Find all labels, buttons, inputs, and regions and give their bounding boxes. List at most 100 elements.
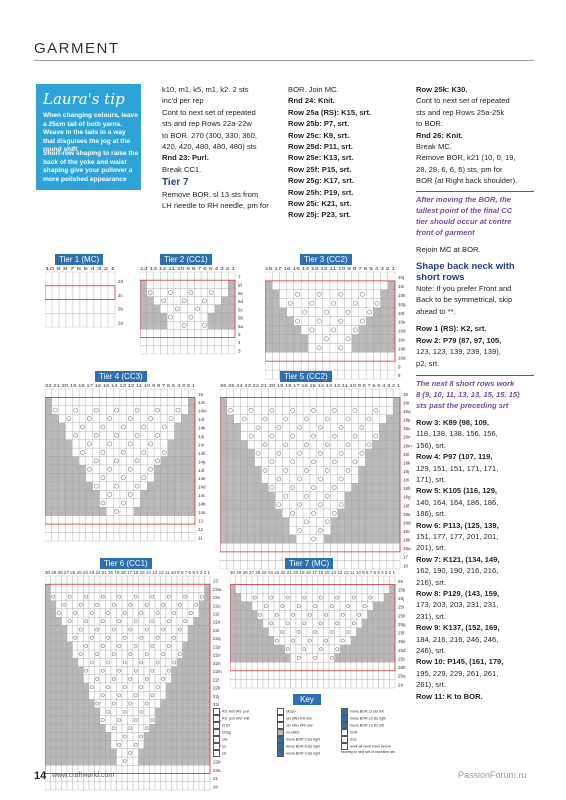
chart-cell — [99, 732, 106, 741]
chart-cell — [126, 523, 134, 533]
chart-cell — [140, 490, 148, 499]
chart-cell — [138, 625, 145, 634]
chart-cell — [286, 343, 295, 353]
chart-cell — [45, 592, 51, 601]
chart-cell — [78, 473, 87, 483]
chart-cell — [194, 345, 202, 355]
chart-cell — [45, 299, 53, 314]
key-symbol-icon — [277, 743, 284, 750]
chart-cell — [106, 481, 114, 491]
chart-cell — [214, 296, 222, 305]
chart-cell — [66, 707, 73, 717]
chart-cell — [351, 465, 359, 475]
chart-cell — [279, 289, 287, 299]
chart-cell — [254, 525, 262, 535]
chart-cell — [51, 456, 59, 466]
chart-cell — [214, 304, 222, 314]
chart-cell — [221, 271, 229, 281]
text-line: k10, m1, k5, m1, k2. 2 sts — [162, 85, 249, 94]
key-item: k1tbl — [213, 722, 271, 729]
chart-cell — [337, 431, 345, 441]
chart-row-label: 25g — [398, 622, 406, 627]
chart-cell — [77, 715, 84, 725]
chart-cell — [171, 633, 178, 642]
key-item: RS: knit WS: purl — [213, 708, 271, 715]
chart-cell — [72, 515, 80, 525]
chart-cell — [329, 271, 338, 282]
chart-cell — [345, 644, 352, 654]
chart-cell — [174, 481, 182, 491]
chart-cell — [173, 312, 181, 322]
chart-cell — [174, 405, 182, 415]
chart-cell — [337, 517, 345, 527]
chart-cell — [194, 329, 202, 338]
chart-cell — [279, 627, 286, 637]
yo-symbol — [166, 619, 171, 624]
chart-cell — [77, 658, 84, 667]
yo-symbol — [335, 647, 340, 652]
chart-cell — [240, 543, 248, 553]
chart-cell — [323, 534, 331, 544]
chart-cell — [235, 662, 242, 671]
chart-cell — [51, 523, 59, 533]
chart-cell — [58, 414, 66, 423]
chart-cell — [171, 641, 178, 651]
chart-cell — [119, 456, 127, 466]
chart-cell — [78, 498, 87, 508]
chart-cell — [361, 601, 368, 611]
chart-cell — [187, 649, 194, 659]
chart-cell — [181, 507, 189, 516]
chart-cell — [380, 361, 388, 371]
chart-cell — [358, 369, 367, 380]
chart-cell — [282, 534, 290, 544]
chart-cell — [165, 707, 172, 717]
chart-cell — [165, 633, 172, 642]
chart-cell — [55, 575, 62, 585]
chart-cell — [72, 699, 79, 708]
chart-cell — [351, 525, 359, 535]
chart-cell — [99, 439, 107, 449]
chart-cell — [265, 289, 273, 299]
chart-cell — [308, 307, 316, 317]
chart-cell — [58, 313, 67, 328]
chart-cell — [378, 679, 385, 689]
chart-row-label: 22n — [213, 661, 221, 666]
key-item: k2tog — [213, 729, 271, 736]
chart-cell — [50, 691, 57, 700]
chart-cell — [361, 679, 368, 689]
chart-cell — [351, 448, 359, 458]
chart-cell — [154, 592, 161, 601]
chart-cell — [246, 653, 253, 663]
chart-cell — [275, 483, 283, 493]
chart-cell — [182, 608, 189, 618]
chart-cell — [351, 414, 359, 424]
chart-cell — [246, 670, 253, 680]
yo-symbol — [168, 314, 173, 320]
chart-cell — [194, 288, 202, 297]
text-line: Row 25j: P23, srt. — [288, 210, 351, 220]
yo-symbol — [150, 619, 155, 624]
chart-cell — [220, 388, 228, 398]
chart-cell — [265, 343, 273, 353]
chart-cell — [181, 523, 189, 533]
chart-cell — [226, 457, 234, 467]
chart-cell — [254, 440, 262, 450]
chart-cell — [257, 679, 264, 689]
footer-url[interactable]: www.craftworld.com — [52, 772, 115, 779]
yo-symbol — [80, 450, 85, 455]
chart-cell — [372, 584, 379, 594]
chart-cell — [268, 560, 276, 570]
chart-cell — [351, 440, 359, 450]
chart-cell — [51, 313, 60, 328]
chart-cell — [295, 593, 302, 602]
chart-cell — [181, 490, 189, 499]
chart-cell — [289, 500, 297, 510]
key-symbol-icon — [277, 736, 284, 743]
chart-cell — [246, 644, 253, 654]
chart-cell — [61, 658, 68, 667]
chart-cell — [66, 666, 73, 675]
repeat-border — [220, 397, 401, 553]
chart-cell — [330, 448, 338, 458]
chart-cell — [275, 508, 283, 518]
yo-symbol — [177, 602, 182, 607]
